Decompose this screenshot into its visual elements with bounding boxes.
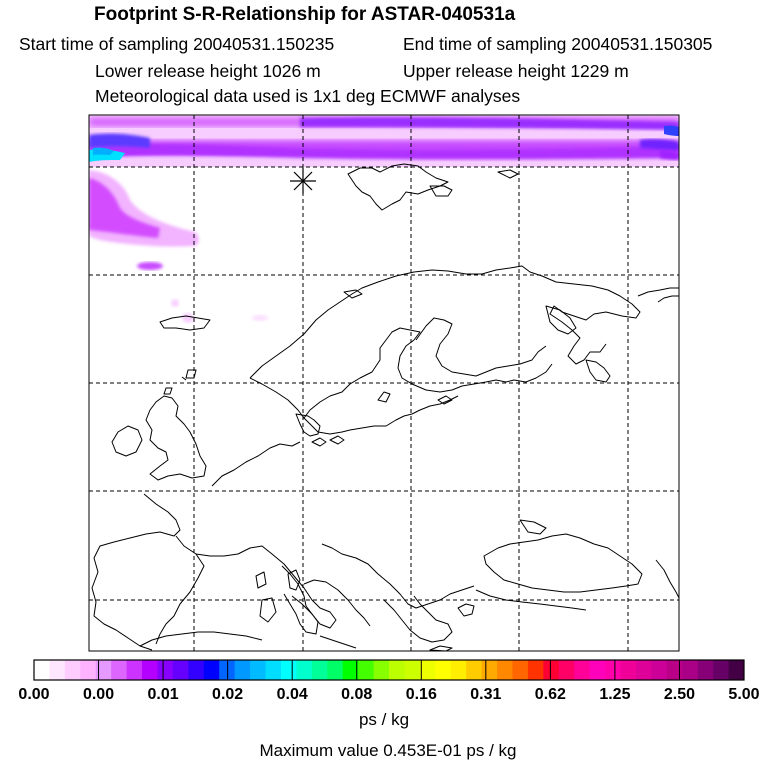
met-data-label: Meteorological data used is 1x1 deg ECMW… — [95, 86, 521, 106]
colorbar-cell — [620, 660, 637, 680]
upper-height-label: Upper release height 1229 m — [403, 61, 629, 81]
coastlines — [91, 163, 679, 651]
colorbar-cell — [250, 660, 267, 680]
colorbar-cell — [265, 660, 282, 680]
colorbar-cell — [635, 660, 652, 680]
end-time-label: End time of sampling 20040531.150305 — [403, 34, 713, 54]
colorbar-cell — [172, 660, 189, 680]
colorbar-cell — [80, 660, 97, 680]
colorbar-cell — [111, 660, 128, 680]
colorbar-cell — [651, 660, 668, 680]
colorbar-cell — [589, 660, 606, 680]
colorbar-tick-label: 0.00 — [18, 686, 50, 703]
colorbar-cell — [697, 660, 714, 680]
colorbar-cell — [157, 660, 174, 680]
colorbar-cell — [543, 660, 560, 680]
colorbar-cell — [342, 660, 359, 680]
colorbar-cell — [728, 660, 745, 680]
colorbar-tick-label: 0.04 — [276, 686, 308, 703]
lower-height-label: Lower release height 1026 m — [95, 61, 321, 81]
colorbar-cell — [64, 660, 81, 680]
colorbar-cell — [34, 660, 50, 680]
colorbar-units: ps / kg — [358, 710, 410, 729]
colorbar-cell — [481, 660, 498, 680]
colorbar-cell — [49, 660, 66, 680]
colorbar-tick-label: 0.62 — [534, 686, 566, 703]
colorbar-cell — [450, 660, 467, 680]
colorbar-cell — [419, 660, 436, 680]
colorbar-cell — [126, 660, 143, 680]
colorbar-cell — [435, 660, 452, 680]
colorbar-cell — [666, 660, 683, 680]
colorbar-cell — [682, 660, 699, 680]
colorbar-tick-label: 5.00 — [728, 686, 760, 703]
colorbar-cell — [497, 660, 513, 680]
colorbar-cell — [142, 660, 158, 680]
colorbar-cell — [95, 660, 112, 680]
colorbar-cell — [358, 660, 375, 680]
plot-title: Footprint S-R-Relationship for ASTAR-040… — [94, 4, 516, 25]
colorbar-cell — [389, 660, 405, 680]
colorbar-tick-label: 0.00 — [82, 686, 115, 703]
colorbar-cell — [327, 660, 344, 680]
colorbar-cell — [574, 660, 591, 680]
colorbar-cell — [605, 660, 622, 680]
colorbar-cell — [373, 660, 390, 680]
colorbar-tick-label: 2.50 — [663, 686, 696, 703]
colorbar-cell — [234, 660, 251, 680]
colorbar-cell — [280, 660, 297, 680]
colorbar-tick-label: 0.31 — [470, 686, 502, 703]
star-marker — [290, 168, 316, 194]
footprint-plume — [89, 115, 679, 323]
colorbar-cell — [512, 660, 529, 680]
colorbar-tick-label: 0.01 — [147, 686, 179, 703]
colorbar-cell — [466, 660, 483, 680]
colorbar-cell — [311, 660, 328, 680]
colorbar-cell — [558, 660, 575, 680]
colorbar-tick-label: 0.16 — [405, 686, 437, 703]
colorbar-cell — [203, 660, 220, 680]
colorbar-cell — [404, 660, 421, 680]
colorbar-cell — [713, 660, 730, 680]
colorbar-cell — [296, 660, 313, 680]
colorbar-tick-label: 0.08 — [341, 686, 373, 703]
colorbar-cell — [527, 660, 544, 680]
colorbar-tick-label: 0.02 — [212, 686, 244, 703]
start-time-label: Start time of sampling 20040531.150235 — [19, 34, 335, 54]
map-frame — [88, 114, 680, 652]
colorbar-cell — [188, 660, 205, 680]
colorbar-tick-label: 1.25 — [599, 686, 631, 703]
maximum-value-label: Maximum value 0.453E-01 ps / kg — [259, 741, 517, 760]
